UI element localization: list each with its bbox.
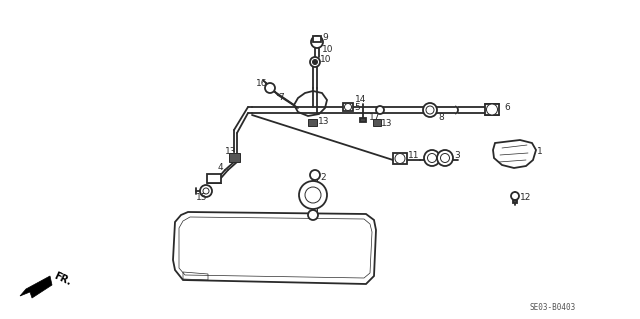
Bar	[393, 153, 407, 164]
Circle shape	[395, 153, 405, 164]
Text: 5: 5	[354, 102, 360, 112]
Circle shape	[311, 36, 323, 48]
Circle shape	[486, 104, 497, 115]
Bar	[229, 153, 240, 162]
Circle shape	[437, 150, 453, 166]
Text: 10: 10	[322, 46, 333, 55]
Text: SE03-B0403: SE03-B0403	[530, 303, 576, 313]
Circle shape	[424, 150, 440, 166]
Circle shape	[299, 181, 327, 209]
Bar	[313, 36, 321, 42]
Text: 9: 9	[322, 33, 328, 42]
Circle shape	[312, 60, 317, 64]
Text: 13: 13	[381, 118, 392, 128]
Circle shape	[265, 83, 275, 93]
Circle shape	[511, 192, 519, 200]
Text: 6: 6	[504, 103, 509, 113]
Circle shape	[310, 170, 320, 180]
Text: 4: 4	[218, 164, 223, 173]
Text: 10: 10	[320, 56, 332, 64]
Text: 1: 1	[537, 147, 543, 157]
Text: 8: 8	[438, 114, 444, 122]
Text: 17: 17	[369, 114, 381, 122]
Text: 14: 14	[355, 95, 366, 105]
Circle shape	[305, 187, 321, 203]
Circle shape	[310, 57, 320, 67]
Text: 12: 12	[520, 192, 531, 202]
Text: 16: 16	[256, 78, 268, 87]
Bar	[308, 119, 317, 126]
Bar	[207, 174, 221, 183]
Text: 3: 3	[454, 151, 460, 160]
Bar	[360, 118, 366, 122]
Bar	[373, 119, 381, 126]
Circle shape	[344, 103, 351, 110]
Text: 15: 15	[196, 194, 207, 203]
Circle shape	[376, 106, 384, 114]
Text: FR.: FR.	[52, 271, 72, 287]
Text: 7: 7	[278, 93, 284, 102]
Circle shape	[440, 153, 449, 162]
Circle shape	[426, 106, 434, 114]
Text: 13: 13	[225, 146, 237, 155]
Circle shape	[203, 188, 209, 194]
Text: 11: 11	[408, 151, 419, 160]
Polygon shape	[20, 276, 52, 298]
Circle shape	[200, 185, 212, 197]
Bar	[343, 103, 353, 111]
Circle shape	[308, 210, 318, 220]
Text: 13: 13	[318, 117, 330, 127]
Circle shape	[428, 153, 436, 162]
Text: 2: 2	[320, 174, 326, 182]
Circle shape	[423, 103, 437, 117]
Bar	[513, 200, 517, 203]
Bar	[485, 104, 499, 115]
